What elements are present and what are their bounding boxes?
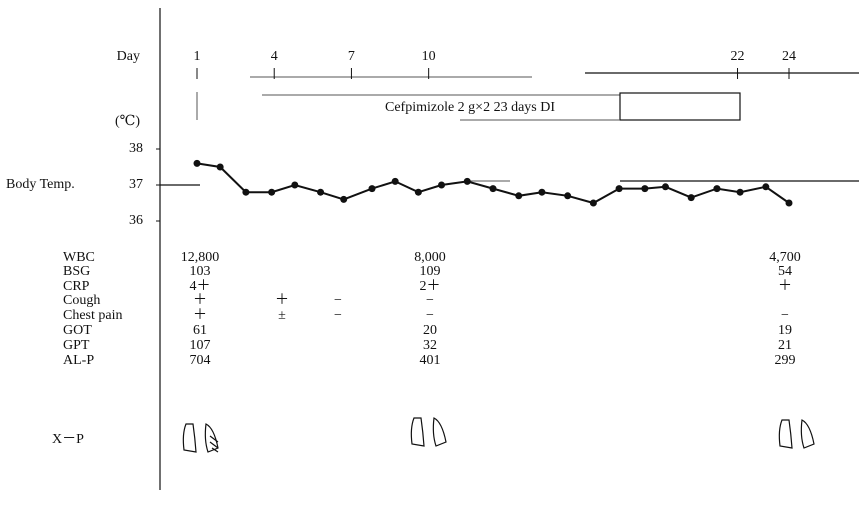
lab-value: 61: [193, 323, 207, 338]
temp-point: [616, 185, 623, 192]
temp-point: [438, 182, 445, 189]
temp-point: [242, 189, 249, 196]
temp-point: [713, 185, 720, 192]
unit-label: (℃): [115, 114, 140, 129]
xray-icon: [411, 418, 446, 446]
temp-point: [515, 192, 522, 199]
temp-point: [415, 189, 422, 196]
lab-value: 19: [778, 323, 792, 338]
row-label: WBC: [63, 250, 95, 265]
x-tick-label: 10: [422, 49, 436, 64]
lab-value: 4＋: [190, 279, 211, 294]
lab-value: −: [334, 293, 342, 308]
lab-value: −: [426, 308, 434, 323]
temp-point: [340, 196, 347, 203]
annotation: Cefpimizole 2 g×2 23 days DI: [385, 100, 555, 115]
temp-point: [392, 178, 399, 185]
lab-value: 21: [778, 338, 792, 353]
lab-value: 2＋: [420, 279, 441, 294]
lab-value: 401: [420, 353, 441, 368]
y-tick-label: 38: [129, 141, 143, 156]
lab-value: 8,000: [414, 250, 446, 265]
y-tick-label: 37: [129, 177, 143, 192]
lab-value: 54: [778, 264, 792, 279]
lab-value: 12,800: [181, 250, 220, 265]
temp-point: [737, 189, 744, 196]
row-label: Cough: [63, 293, 100, 308]
lab-value: −: [426, 293, 434, 308]
row-label: BSG: [63, 264, 90, 279]
lab-value: 107: [190, 338, 211, 353]
temp-point: [538, 189, 545, 196]
lab-value: ＋: [275, 293, 289, 308]
row-label: GPT: [63, 338, 90, 353]
row-label: CRP: [63, 279, 90, 294]
lab-value: ±: [278, 308, 286, 323]
y-tick-label: 36: [129, 213, 143, 228]
temp-point: [217, 164, 224, 171]
temp-point: [641, 185, 648, 192]
lab-value: −: [781, 308, 789, 323]
temp-point: [590, 200, 597, 207]
row-label: AL-P: [63, 353, 94, 368]
temp-point: [464, 178, 471, 185]
temp-point: [564, 192, 571, 199]
temp-point: [786, 200, 793, 207]
row-label: GOT: [63, 323, 92, 338]
lab-value: 32: [423, 338, 437, 353]
lab-value: ＋: [193, 308, 207, 323]
temp-point: [317, 189, 324, 196]
chart: Day (℃) Body Temp. Cefpimizole 2 g×2 23 …: [0, 0, 859, 508]
lab-value: 103: [190, 264, 211, 279]
row-label: Chest pain: [63, 308, 123, 323]
x-tick-label: 7: [348, 49, 355, 64]
lab-value: 20: [423, 323, 437, 338]
lab-value: 704: [190, 353, 211, 368]
lab-value: 109: [420, 264, 441, 279]
temp-point: [369, 185, 376, 192]
y-axis-label: Body Temp.: [6, 177, 75, 192]
lab-value: −: [334, 308, 342, 323]
treatment-box: [620, 93, 740, 120]
x-tick-label: 1: [194, 49, 201, 64]
temp-point: [194, 160, 201, 167]
lab-value: 299: [775, 353, 796, 368]
temp-point: [762, 183, 769, 190]
x-axis-label: Day: [117, 49, 140, 64]
temp-line: [197, 163, 789, 203]
x-tick-label: 24: [782, 49, 796, 64]
page: {"chart_data": {"type": "line", "x_label…: [0, 0, 859, 508]
x-tick-label: 22: [731, 49, 745, 64]
xray-label: X－P: [52, 432, 84, 447]
temp-point: [268, 189, 275, 196]
lab-value: 4,700: [769, 250, 801, 265]
temp-point: [688, 194, 695, 201]
xray-icons: [183, 418, 814, 452]
x-tick-label: 4: [271, 49, 278, 64]
lab-value: ＋: [778, 279, 792, 294]
temp-point: [490, 185, 497, 192]
xray-icon: [779, 420, 814, 448]
temp-point: [291, 182, 298, 189]
lab-value: ＋: [193, 293, 207, 308]
temp-point: [662, 183, 669, 190]
